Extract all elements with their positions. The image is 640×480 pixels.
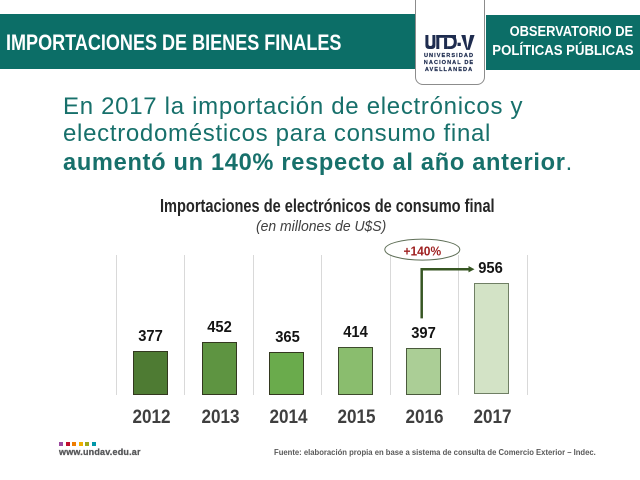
svg-text:+140%: +140% bbox=[403, 244, 441, 259]
